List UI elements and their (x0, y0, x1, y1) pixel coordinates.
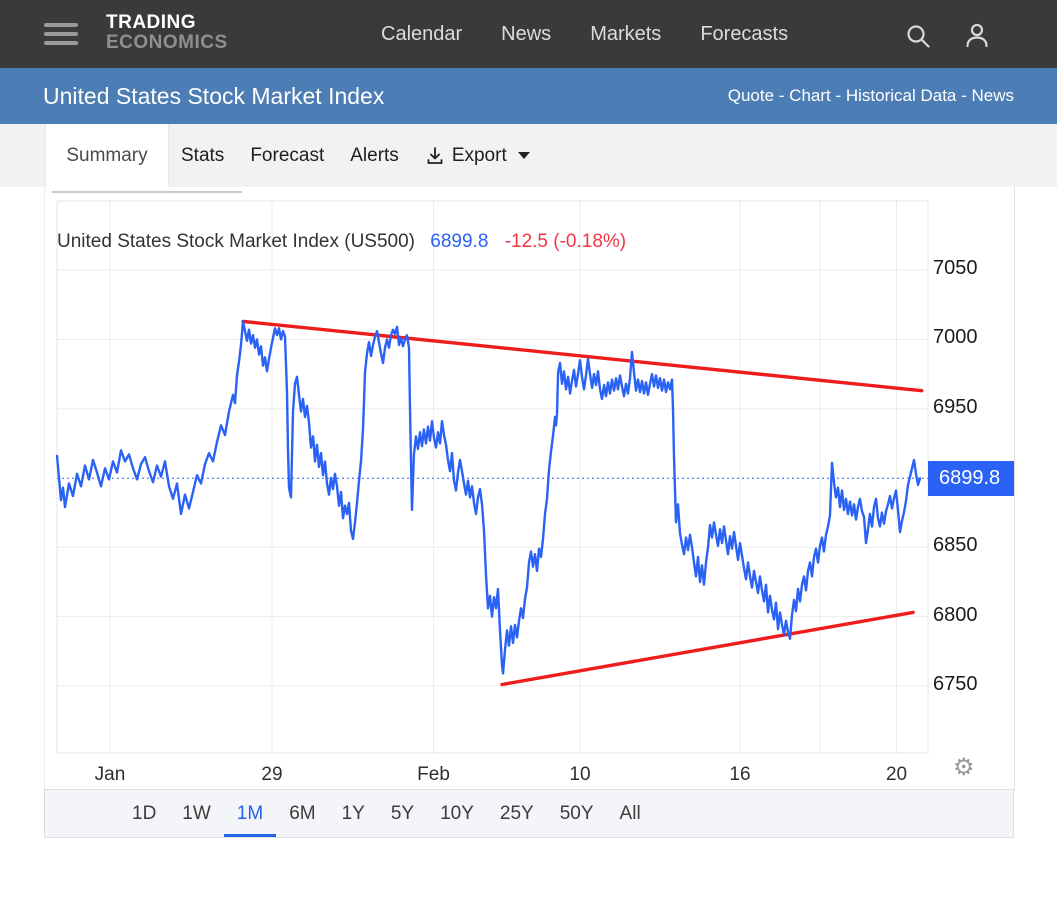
instrument-header-bar: United States Stock Market Index Quote -… (0, 68, 1057, 124)
range-all[interactable]: All (619, 803, 641, 824)
logo-line1: TRADING (106, 12, 197, 33)
range-1w[interactable]: 1W (182, 803, 211, 824)
tab-forecast[interactable]: Forecast (250, 144, 325, 166)
y-axis-label: 6850 (933, 534, 978, 557)
range-25y[interactable]: 25Y (499, 803, 534, 824)
range-50y[interactable]: 50Y (559, 803, 594, 824)
user-icon[interactable] (963, 21, 991, 49)
nav-item-news[interactable]: News (501, 22, 552, 45)
range-1d[interactable]: 1D (132, 803, 157, 824)
quick-links[interactable]: Quote - Chart - Historical Data - News (727, 86, 1014, 105)
tab-alerts[interactable]: Alerts (350, 144, 399, 166)
x-axis-label: Jan (94, 764, 126, 785)
export-button[interactable]: Export (425, 145, 530, 167)
y-axis-label: 7050 (933, 257, 978, 280)
trendline (241, 319, 924, 393)
export-label: Export (451, 144, 507, 166)
current-price-badge: 6899.8 (928, 461, 1014, 497)
download-icon (427, 146, 443, 164)
nav-item-forecasts[interactable]: Forecasts (700, 22, 789, 45)
x-axis-label: Feb (417, 764, 450, 785)
topnav-links: Calendar News Markets Forecasts (381, 0, 788, 68)
tab-stats[interactable]: Stats (181, 144, 225, 166)
logo-line2: ECONOMICS (106, 32, 228, 53)
caret-down-icon (517, 152, 530, 159)
range-1m[interactable]: 1M (224, 790, 276, 837)
chart-settings-icon[interactable]: ⚙ (953, 754, 975, 781)
chart-title: United States Stock Market Index (US500) (57, 231, 415, 252)
tab-scrollbar[interactable] (52, 191, 242, 193)
page-title: United States Stock Market Index (43, 82, 385, 109)
chart-widget-left-border (44, 187, 45, 790)
nav-item-markets[interactable]: Markets (590, 22, 662, 45)
search-icon[interactable] (905, 23, 932, 50)
x-axis-label: 16 (729, 764, 751, 785)
trading-economics-logo[interactable]: TRADING ECONOMICS (106, 13, 228, 53)
price-chart[interactable] (0, 187, 1014, 789)
y-axis-label: 6800 (933, 603, 978, 626)
range-5y[interactable]: 5Y (390, 803, 415, 824)
y-axis-label: 6950 (933, 395, 978, 418)
price-line (55, 320, 922, 675)
range-1y[interactable]: 1Y (341, 803, 365, 824)
x-axis-label: 29 (261, 764, 283, 785)
tab-bar: Summary Stats Forecast Alerts Export (0, 124, 1057, 187)
top-navigation-bar: TRADING ECONOMICS Calendar News Markets … (0, 0, 1057, 68)
y-axis-label: 6750 (933, 672, 978, 695)
x-axis-label: 20 (885, 764, 908, 785)
chart-widget-right-border (1014, 187, 1015, 790)
range-selector: 1D 1W 1M 6M 1Y 5Y 10Y 25Y 50Y All (44, 789, 1014, 838)
trendline (500, 610, 915, 687)
tab-summary[interactable]: Summary (45, 124, 169, 187)
plot-border (56, 200, 929, 754)
chart-change: -12.5 (-0.18%) (504, 231, 627, 252)
x-axis-label: 10 (569, 764, 591, 785)
chart-last-price: 6899.8 (430, 231, 489, 252)
range-10y[interactable]: 10Y (440, 803, 474, 824)
chart-title-row: United States Stock Market Index (US500)… (57, 231, 626, 253)
chart-panel: United States Stock Market Index (US500)… (0, 187, 1057, 789)
y-axis-label: 7000 (933, 326, 978, 349)
menu-icon[interactable] (44, 23, 78, 45)
range-6m[interactable]: 6M (289, 803, 316, 824)
nav-item-calendar[interactable]: Calendar (381, 22, 463, 45)
